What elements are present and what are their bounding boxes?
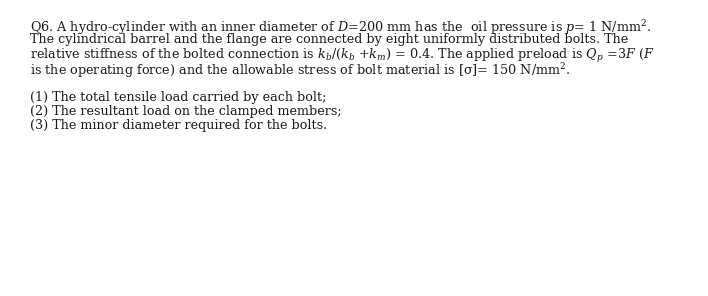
Text: (2) The resultant load on the clamped members;: (2) The resultant load on the clamped me…	[30, 105, 342, 118]
Text: (3) The minor diameter required for the bolts.: (3) The minor diameter required for the …	[30, 120, 327, 133]
Text: is the operating force) and the allowable stress of bolt material is [σ]= 150 N/: is the operating force) and the allowabl…	[30, 62, 571, 81]
Text: (1) The total tensile load carried by each bolt;: (1) The total tensile load carried by ea…	[30, 91, 326, 104]
Text: Q6. A hydro-cylinder with an inner diameter of $D$=200 mm has the  oil pressure : Q6. A hydro-cylinder with an inner diame…	[30, 18, 651, 37]
Text: relative stiffness of the bolted connection is $k_b$​/($k_b$ +$k_m$) = 0.4. The : relative stiffness of the bolted connect…	[30, 47, 654, 65]
Text: The cylindrical barrel and the flange are connected by eight uniformly distribut: The cylindrical barrel and the flange ar…	[30, 33, 628, 46]
